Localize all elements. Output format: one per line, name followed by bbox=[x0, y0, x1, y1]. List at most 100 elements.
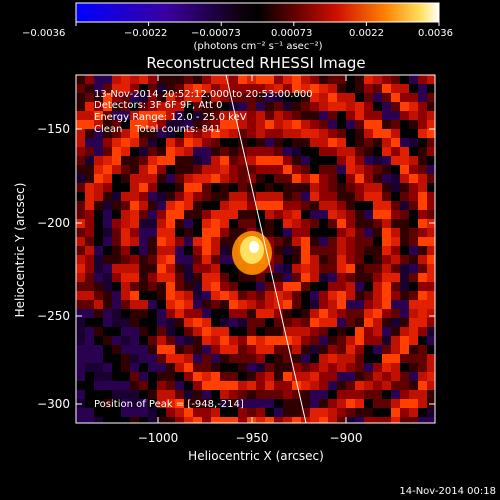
image-pixel bbox=[76, 192, 85, 201]
image-pixel bbox=[400, 201, 409, 210]
image-pixel bbox=[130, 408, 139, 417]
image-pixel bbox=[148, 192, 157, 201]
image-pixel bbox=[373, 111, 382, 120]
image-pixel bbox=[112, 381, 121, 390]
image-pixel bbox=[85, 291, 94, 300]
image-pixel bbox=[175, 309, 184, 318]
image-pixel bbox=[364, 210, 373, 219]
image-pixel bbox=[175, 75, 184, 84]
image-pixel bbox=[418, 309, 427, 318]
image-pixel bbox=[337, 282, 346, 291]
image-pixel bbox=[130, 399, 139, 408]
image-pixel bbox=[85, 120, 94, 129]
image-pixel bbox=[265, 264, 274, 273]
image-pixel bbox=[148, 174, 157, 183]
image-pixel bbox=[76, 408, 85, 417]
image-pixel bbox=[157, 291, 166, 300]
image-pixel bbox=[193, 345, 202, 354]
image-pixel bbox=[94, 390, 103, 399]
image-pixel bbox=[211, 156, 220, 165]
image-pixel bbox=[157, 138, 166, 147]
image-pixel bbox=[148, 327, 157, 336]
image-pixel bbox=[310, 363, 319, 372]
image-pixel bbox=[418, 201, 427, 210]
image-pixel bbox=[157, 219, 166, 228]
image-pixel bbox=[130, 372, 139, 381]
image-pixel bbox=[229, 192, 238, 201]
image-pixel bbox=[103, 165, 112, 174]
image-pixel bbox=[130, 183, 139, 192]
image-pixel bbox=[328, 219, 337, 228]
image-pixel bbox=[400, 147, 409, 156]
image-pixel bbox=[364, 345, 373, 354]
image-pixel bbox=[139, 237, 148, 246]
image-pixel bbox=[220, 417, 229, 423]
image-pixel bbox=[175, 138, 184, 147]
image-pixel bbox=[337, 390, 346, 399]
image-pixel bbox=[94, 408, 103, 417]
image-pixel bbox=[283, 147, 292, 156]
image-pixel bbox=[175, 237, 184, 246]
image-pixel bbox=[94, 111, 103, 120]
info-time-range: 13-Nov-2014 20:52:12.000 to 20:53:00.000 bbox=[94, 89, 313, 100]
image-pixel bbox=[202, 246, 211, 255]
image-pixel bbox=[220, 318, 229, 327]
image-pixel bbox=[175, 219, 184, 228]
image-pixel bbox=[409, 354, 418, 363]
image-pixel bbox=[247, 120, 256, 129]
image-pixel bbox=[202, 192, 211, 201]
colorbar-tick-label: 0.0036 bbox=[418, 28, 453, 39]
image-pixel bbox=[202, 264, 211, 273]
image-pixel bbox=[391, 264, 400, 273]
image-pixel bbox=[427, 102, 435, 111]
image-pixel bbox=[310, 390, 319, 399]
image-pixel bbox=[202, 219, 211, 228]
image-pixel bbox=[103, 219, 112, 228]
image-pixel bbox=[427, 336, 435, 345]
image-pixel bbox=[112, 273, 121, 282]
image-pixel bbox=[328, 138, 337, 147]
image-pixel bbox=[94, 129, 103, 138]
peak-position-label: Position of Peak = [-948,-214] bbox=[94, 399, 244, 410]
image-pixel bbox=[139, 93, 148, 102]
image-pixel bbox=[427, 345, 435, 354]
image-pixel bbox=[391, 345, 400, 354]
image-pixel bbox=[238, 219, 247, 228]
image-pixel bbox=[373, 381, 382, 390]
image-pixel bbox=[121, 192, 130, 201]
image-pixel bbox=[202, 273, 211, 282]
image-pixel bbox=[229, 147, 238, 156]
image-pixel bbox=[103, 174, 112, 183]
image-pixel bbox=[112, 363, 121, 372]
image-pixel bbox=[157, 147, 166, 156]
image-pixel bbox=[310, 228, 319, 237]
image-pixel bbox=[85, 399, 94, 408]
image-pixel bbox=[148, 354, 157, 363]
image-pixel bbox=[427, 237, 435, 246]
image-pixel bbox=[220, 111, 229, 120]
image-pixel bbox=[94, 219, 103, 228]
image-pixel bbox=[211, 408, 220, 417]
image-pixel bbox=[355, 138, 364, 147]
image-pixel bbox=[157, 354, 166, 363]
image-pixel bbox=[130, 264, 139, 273]
image-pixel bbox=[103, 408, 112, 417]
image-pixel bbox=[112, 237, 121, 246]
image-pixel bbox=[148, 399, 157, 408]
image-pixel bbox=[130, 345, 139, 354]
image-pixel bbox=[184, 120, 193, 129]
image-pixel bbox=[310, 372, 319, 381]
image-pixel bbox=[328, 264, 337, 273]
image-pixel bbox=[211, 102, 220, 111]
image-pixel bbox=[247, 318, 256, 327]
image-pixel bbox=[94, 336, 103, 345]
image-pixel bbox=[382, 129, 391, 138]
image-pixel bbox=[256, 381, 265, 390]
image-pixel bbox=[85, 417, 94, 423]
image-pixel bbox=[256, 102, 265, 111]
image-pixel bbox=[112, 120, 121, 129]
image-pixel bbox=[121, 381, 130, 390]
image-pixel bbox=[418, 417, 427, 423]
image-pixel bbox=[121, 228, 130, 237]
image-pixel bbox=[274, 183, 283, 192]
